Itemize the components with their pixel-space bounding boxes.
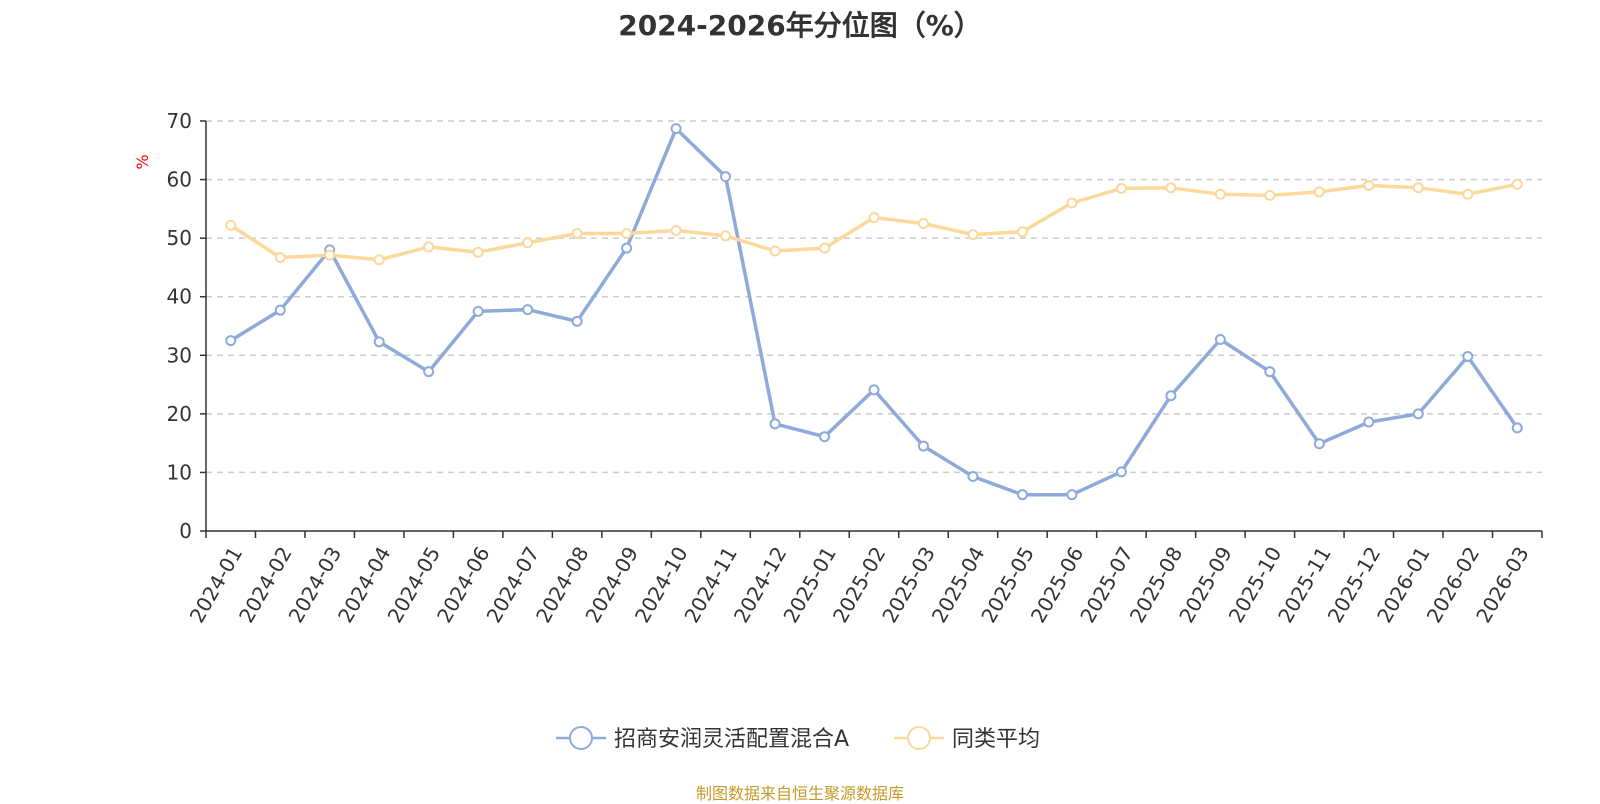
y-tick-label: 60 xyxy=(167,168,192,192)
data-point-0[interactable] xyxy=(1016,489,1028,501)
data-point-0[interactable] xyxy=(274,304,286,316)
y-tick-label: 30 xyxy=(167,343,192,367)
data-point-0[interactable] xyxy=(571,315,583,327)
y-tick-label: 20 xyxy=(167,402,192,426)
axes: 0102030405060702024-012024-022024-032024… xyxy=(167,109,1543,627)
data-point-1[interactable] xyxy=(1462,188,1474,200)
data-point-1[interactable] xyxy=(720,230,732,242)
data-point-0[interactable] xyxy=(670,123,682,135)
data-point-1[interactable] xyxy=(1016,226,1028,238)
chart-title: 2024-2026年分位图（%） xyxy=(618,9,982,42)
data-point-1[interactable] xyxy=(670,225,682,237)
data-point-0[interactable] xyxy=(1066,489,1078,501)
grid-lines xyxy=(206,120,1542,474)
data-point-0[interactable] xyxy=(868,384,880,396)
data-point-0[interactable] xyxy=(1313,438,1325,450)
data-point-0[interactable] xyxy=(522,304,534,316)
data-point-1[interactable] xyxy=(868,212,880,224)
data-point-0[interactable] xyxy=(819,431,831,443)
series-lines xyxy=(225,123,1523,501)
data-point-1[interactable] xyxy=(225,219,237,231)
data-point-1[interactable] xyxy=(1066,197,1078,209)
data-point-1[interactable] xyxy=(274,251,286,263)
data-point-0[interactable] xyxy=(967,471,979,483)
legend-item-0[interactable]: 招商安润灵活配置混合A xyxy=(556,726,849,752)
data-point-1[interactable] xyxy=(324,249,336,261)
source-note: 制图数据来自恒生聚源数据库 xyxy=(695,784,904,803)
data-point-0[interactable] xyxy=(472,305,484,317)
data-point-0[interactable] xyxy=(1462,350,1474,362)
data-point-1[interactable] xyxy=(472,246,484,258)
data-point-1[interactable] xyxy=(1214,188,1226,200)
data-point-1[interactable] xyxy=(967,229,979,241)
legend-label: 同类平均 xyxy=(952,727,1040,752)
data-point-0[interactable] xyxy=(769,418,781,430)
data-point-1[interactable] xyxy=(1511,178,1523,190)
data-point-1[interactable] xyxy=(373,254,385,266)
y-tick-label: 0 xyxy=(179,519,192,543)
data-point-1[interactable] xyxy=(819,242,831,254)
data-point-1[interactable] xyxy=(1313,186,1325,198)
data-point-1[interactable] xyxy=(423,241,435,253)
data-point-1[interactable] xyxy=(769,245,781,257)
y-tick-label: 10 xyxy=(167,460,192,484)
data-point-0[interactable] xyxy=(1264,366,1276,378)
data-point-1[interactable] xyxy=(1264,189,1276,201)
data-point-1[interactable] xyxy=(917,218,929,229)
data-point-1[interactable] xyxy=(1363,179,1375,191)
data-point-1[interactable] xyxy=(621,227,633,239)
y-tick-label: 70 xyxy=(167,109,192,133)
legend-marker xyxy=(569,726,593,750)
legend-marker xyxy=(907,726,931,750)
y-tick-label: 50 xyxy=(167,226,192,250)
legend[interactable]: 招商安润灵活配置混合A 同类平均 xyxy=(556,726,1040,752)
data-point-1[interactable] xyxy=(522,237,534,249)
y-axis-unit-label: % xyxy=(133,154,152,169)
data-point-0[interactable] xyxy=(1363,416,1375,428)
data-point-0[interactable] xyxy=(720,171,732,183)
data-point-0[interactable] xyxy=(423,366,435,378)
data-point-0[interactable] xyxy=(1214,333,1226,345)
data-point-0[interactable] xyxy=(225,335,237,347)
data-point-0[interactable] xyxy=(1115,466,1127,478)
data-point-0[interactable] xyxy=(621,242,633,254)
data-point-0[interactable] xyxy=(373,336,385,348)
data-point-0[interactable] xyxy=(1412,408,1424,420)
data-point-0[interactable] xyxy=(1511,422,1523,434)
data-point-1[interactable] xyxy=(1115,182,1127,194)
data-point-1[interactable] xyxy=(1165,182,1177,194)
data-point-0[interactable] xyxy=(1165,390,1177,402)
data-point-0[interactable] xyxy=(917,440,929,452)
data-point-1[interactable] xyxy=(571,227,583,239)
data-point-1[interactable] xyxy=(1412,182,1424,194)
y-tick-label: 40 xyxy=(167,285,192,309)
legend-item-1[interactable]: 同类平均 xyxy=(894,726,1040,752)
series-line-0 xyxy=(229,126,1519,497)
legend-label: 招商安润灵活配置混合A xyxy=(614,727,849,752)
